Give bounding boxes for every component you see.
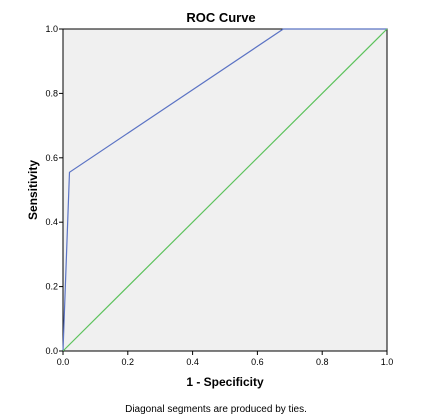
y-tick-label: 0.8 [45, 88, 58, 98]
series-line-1 [62, 28, 387, 352]
y-tick-label: 0.6 [45, 153, 58, 163]
tick-layer: 0.0 0.2 0.4 0.6 0.8 1.0 0.0 0.2 0.4 0.6 0.8 1.0 [45, 24, 393, 367]
chart-title: ROC Curve [186, 10, 255, 25]
y-tick-label: 1.0 [45, 24, 58, 34]
y-axis-label: Sensitivity [26, 160, 40, 220]
x-tick-label: 0.0 [57, 357, 70, 367]
x-axis-label: 1 - Specificity [186, 375, 264, 389]
x-tick-label: 1.0 [381, 357, 394, 367]
y-tick-label: 0.2 [45, 282, 58, 292]
y-tick-label: 0.4 [45, 217, 58, 227]
x-tick-label: 0.2 [122, 357, 135, 367]
x-tick-label: 0.6 [251, 357, 264, 367]
series-line-2 [62, 28, 388, 352]
chart-footnote: Diagonal segments are produced by ties. [125, 404, 307, 415]
series-layer [62, 28, 388, 352]
y-tick-label: 0.0 [45, 346, 58, 356]
x-tick-label: 0.4 [186, 357, 199, 367]
x-tick-label: 0.8 [316, 357, 329, 367]
